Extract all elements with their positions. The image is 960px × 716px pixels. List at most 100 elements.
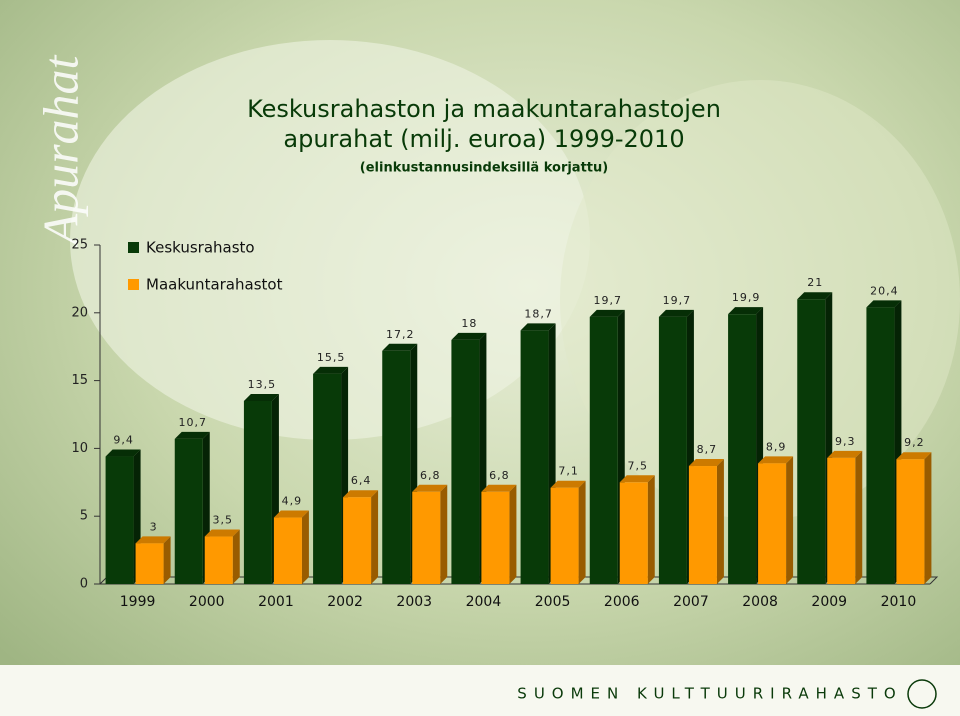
x-tick-label: 2003 bbox=[396, 594, 432, 610]
bar-top bbox=[658, 309, 694, 317]
side-label: Apurahat bbox=[32, 54, 88, 247]
bar-top bbox=[174, 431, 210, 439]
bar-top bbox=[273, 510, 309, 518]
x-tick-label: 2006 bbox=[604, 594, 640, 610]
x-tick-label: 2010 bbox=[881, 594, 917, 610]
x-tick-label: 1999 bbox=[120, 594, 156, 610]
x-tick-label: 2001 bbox=[258, 594, 294, 610]
bar-top bbox=[827, 450, 863, 458]
y-tick-label: 25 bbox=[71, 238, 88, 253]
bar-top bbox=[412, 484, 448, 492]
value-label: 9,2 bbox=[904, 436, 925, 449]
bar-top bbox=[313, 366, 349, 374]
bar-top bbox=[688, 459, 724, 467]
chart-title: apurahat (milj. euroa) 1999-2010 bbox=[283, 125, 684, 153]
bar-side bbox=[647, 475, 655, 584]
bar bbox=[343, 497, 372, 584]
logo bbox=[907, 679, 937, 709]
bar bbox=[135, 543, 164, 584]
legend-label: Keskusrahasto bbox=[146, 239, 255, 257]
bar-side bbox=[301, 510, 309, 584]
x-tick-label: 2009 bbox=[811, 594, 847, 610]
footer-band bbox=[0, 665, 960, 716]
legend-swatch bbox=[128, 242, 139, 253]
bar-top bbox=[550, 480, 586, 488]
legend-label: Maakuntarahastot bbox=[146, 276, 283, 294]
bar bbox=[827, 457, 856, 584]
value-label: 18 bbox=[461, 317, 477, 330]
x-tick-label: 2008 bbox=[742, 594, 778, 610]
bar bbox=[204, 536, 233, 584]
bar-top bbox=[382, 343, 418, 351]
value-label: 21 bbox=[807, 276, 823, 289]
x-tick-label: 2004 bbox=[466, 594, 502, 610]
bar-top bbox=[797, 292, 833, 300]
bar-top bbox=[481, 484, 517, 492]
value-label: 9,4 bbox=[113, 434, 134, 447]
bar-top bbox=[896, 452, 932, 460]
x-tick-label: 2007 bbox=[673, 594, 709, 610]
bar bbox=[313, 373, 342, 584]
bar bbox=[896, 459, 925, 584]
bar-top bbox=[105, 449, 141, 457]
value-label: 8,7 bbox=[697, 443, 718, 456]
value-label: 15,5 bbox=[317, 351, 346, 364]
bar-top bbox=[451, 332, 487, 340]
bar bbox=[481, 491, 510, 584]
bar-side bbox=[786, 456, 794, 584]
value-label: 10,7 bbox=[179, 416, 208, 429]
bar bbox=[451, 339, 480, 584]
bar bbox=[412, 491, 441, 584]
bar bbox=[243, 400, 272, 584]
value-label: 17,2 bbox=[386, 328, 415, 341]
bar bbox=[658, 316, 687, 584]
bar-top bbox=[135, 536, 171, 544]
chart-subtitle: (elinkustannusindeksillä korjattu) bbox=[360, 161, 608, 176]
chart-title: Keskusrahaston ja maakuntarahastojen bbox=[247, 95, 721, 123]
x-tick-label: 2002 bbox=[327, 594, 363, 610]
bar bbox=[728, 314, 757, 584]
value-label: 13,5 bbox=[248, 378, 277, 391]
bar-top bbox=[243, 393, 279, 401]
bar bbox=[866, 307, 895, 584]
value-label: 19,7 bbox=[663, 294, 692, 307]
bar-side bbox=[578, 480, 586, 584]
y-tick-label: 5 bbox=[80, 509, 88, 524]
bar-side bbox=[716, 459, 724, 584]
value-label: 4,9 bbox=[282, 495, 303, 508]
bar-top bbox=[619, 475, 655, 483]
value-label: 18,7 bbox=[524, 307, 553, 320]
y-tick-label: 10 bbox=[71, 441, 88, 456]
bar-side bbox=[371, 490, 379, 584]
bar-side bbox=[855, 450, 863, 584]
bar-side bbox=[924, 452, 932, 584]
value-label: 3,5 bbox=[213, 514, 234, 527]
bar bbox=[550, 487, 579, 584]
bar-top bbox=[520, 323, 556, 331]
value-label: 7,5 bbox=[628, 459, 649, 472]
bar-side bbox=[163, 536, 171, 584]
value-label: 6,8 bbox=[420, 469, 441, 482]
x-tick-label: 2005 bbox=[535, 594, 571, 610]
value-label: 9,3 bbox=[835, 435, 856, 448]
bar bbox=[589, 316, 618, 584]
bar bbox=[688, 466, 717, 584]
bar bbox=[520, 330, 549, 584]
value-label: 8,9 bbox=[766, 440, 787, 453]
value-label: 6,4 bbox=[351, 474, 372, 487]
y-tick-label: 0 bbox=[80, 577, 88, 592]
bar bbox=[619, 482, 648, 584]
bar bbox=[105, 456, 134, 584]
value-label: 19,7 bbox=[594, 294, 623, 307]
y-tick-label: 20 bbox=[71, 305, 88, 320]
bar bbox=[758, 463, 787, 584]
legend-swatch bbox=[128, 279, 139, 290]
bar-side bbox=[440, 484, 448, 584]
bar-side bbox=[509, 484, 517, 584]
y-tick-label: 15 bbox=[71, 373, 88, 388]
bar-top bbox=[758, 456, 794, 464]
value-label: 6,8 bbox=[489, 469, 510, 482]
value-label: 20,4 bbox=[870, 284, 899, 297]
value-label: 19,9 bbox=[732, 291, 761, 304]
